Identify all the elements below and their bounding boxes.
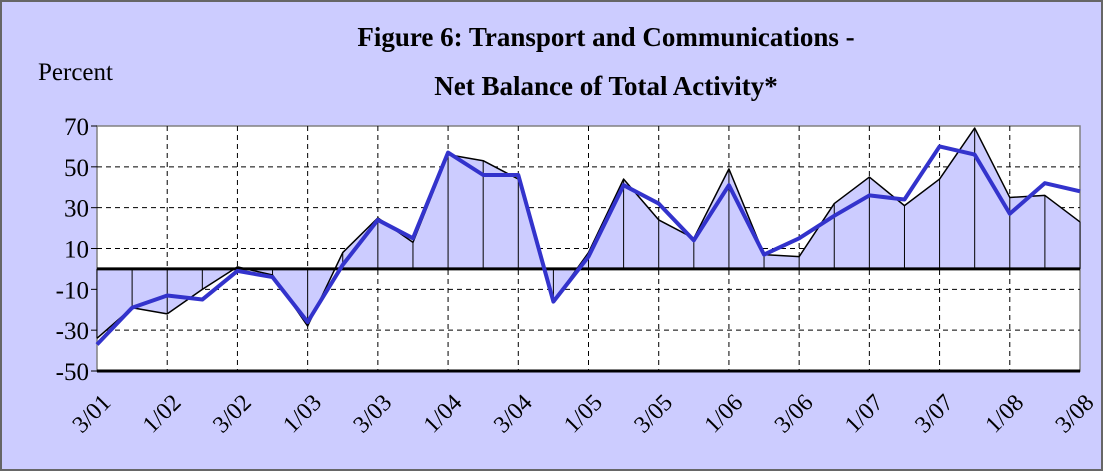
y-tick-label: -30 <box>56 318 89 345</box>
y-tick-label: -10 <box>56 277 89 304</box>
y-tick-label: 50 <box>64 155 89 182</box>
y-tick-label: 30 <box>64 196 89 223</box>
y-tick-label: 70 <box>64 114 89 141</box>
area-fill <box>97 128 1080 339</box>
chart-title: Figure 6: Transport and Communications - <box>357 22 854 52</box>
y-tick-label: 10 <box>64 237 89 264</box>
series-line <box>95 144 1081 346</box>
y-axis-label: Percent <box>38 59 113 86</box>
y-tick-label: -50 <box>56 359 89 386</box>
chart-title: Net Balance of Total Activity* <box>434 71 777 101</box>
